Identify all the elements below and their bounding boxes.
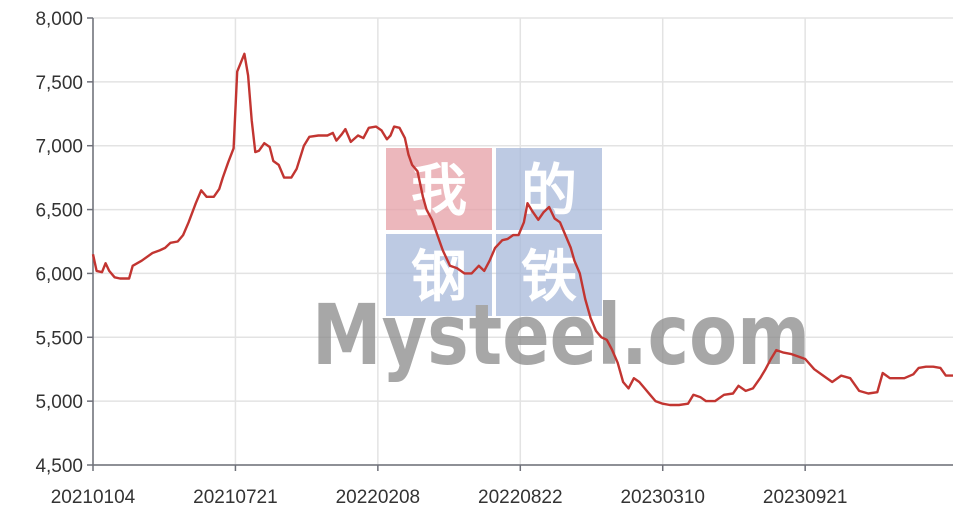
- x-tick-label: 20230310: [620, 487, 705, 508]
- y-tick-labels: 4,500 5,000 5,500 6,000 6,500 7,000 7,500 8,000: [35, 9, 83, 477]
- watermark-char-4: 铁: [521, 244, 577, 310]
- chart-axes: [87, 17, 953, 471]
- series-group: [91, 52, 953, 407]
- watermark-cell-1: [386, 148, 492, 230]
- y-tick-label: 8,000: [35, 9, 83, 30]
- y-tick-label: 4,500: [35, 456, 83, 477]
- x-tick-label: 20230921: [763, 487, 848, 508]
- x-tick-label: 20210721: [193, 487, 278, 508]
- watermark-cell-2: [496, 148, 602, 230]
- watermark-logo-text: Mysteel.com: [312, 286, 810, 384]
- y-tick-label: 6,000: [35, 264, 83, 285]
- series-line: [91, 52, 953, 407]
- mysteel-watermark: 我 的 钢 铁 Mysteel.com: [312, 148, 810, 384]
- watermark-char-1: 我: [411, 158, 467, 224]
- y-tick-label: 5,500: [35, 328, 83, 349]
- watermark-char-2: 的: [521, 158, 577, 224]
- watermark-cell-4: [496, 234, 602, 316]
- y-tick-label: 5,000: [35, 392, 83, 413]
- x-tick-label: 20220822: [478, 487, 563, 508]
- watermark-cell-3: [386, 234, 492, 316]
- x-tick-label: 20220208: [336, 487, 421, 508]
- x-tick-label: 20210104: [51, 487, 136, 508]
- y-tick-label: 6,500: [35, 201, 83, 222]
- y-tick-label: 7,500: [35, 73, 83, 94]
- watermark-char-3: 钢: [411, 244, 467, 310]
- x-tick-labels: 20210104 20210721 20220208 20220822 20230310…: [51, 487, 848, 508]
- y-tick-label: 7,000: [35, 137, 83, 158]
